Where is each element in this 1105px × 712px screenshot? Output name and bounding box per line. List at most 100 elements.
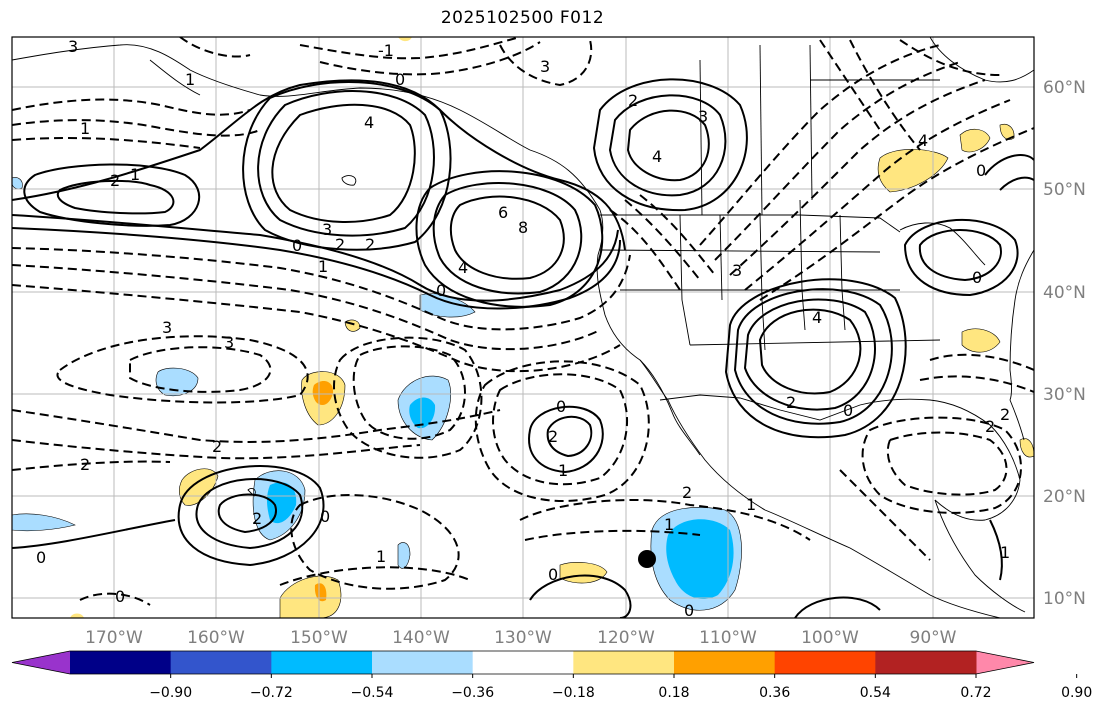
colorbar-outline xyxy=(11,650,1035,675)
lon-label: 130°W xyxy=(494,628,552,648)
shade-cyan-140w xyxy=(409,397,436,429)
contour-label: 0 xyxy=(320,507,330,526)
state-line-1 xyxy=(679,214,691,346)
contour-label: 2 xyxy=(682,483,692,502)
contour-label: 1 xyxy=(1000,543,1010,562)
central-america xyxy=(934,499,1026,613)
contour-label: 0 xyxy=(395,70,405,89)
contour-label: 0 xyxy=(843,401,853,420)
colorbar-segment xyxy=(70,651,172,674)
contour-label: 2 xyxy=(1000,405,1010,424)
shade-blue-small1 xyxy=(12,177,23,190)
colorbar-extend-min xyxy=(12,651,70,674)
colorbar-segment xyxy=(674,651,776,674)
lat-label: 60°N xyxy=(1043,78,1086,98)
shade-yellow-ne2 xyxy=(999,123,1015,140)
contour-label: 4 xyxy=(652,147,662,166)
colorbar-segment xyxy=(774,651,876,674)
contour-label: 4 xyxy=(458,258,468,277)
colorbar-tick-label: 0.90 xyxy=(1061,685,1092,701)
contour-label: 3 xyxy=(540,57,550,76)
contour-label: 0 xyxy=(292,236,302,255)
contour-label: 1 xyxy=(130,165,140,184)
state-line-2 xyxy=(719,214,723,301)
colorbar-segment xyxy=(271,651,373,674)
contour-label: 2 xyxy=(335,235,345,254)
west-coast xyxy=(596,209,1001,618)
florida xyxy=(1009,399,1025,441)
contour-label: 0 xyxy=(436,281,446,300)
contour-label: 1 xyxy=(80,119,90,138)
shade-blue-160w xyxy=(155,367,199,397)
contours-solid xyxy=(12,78,1034,618)
contour-label: 0 xyxy=(972,268,982,287)
contour-label: 4 xyxy=(812,308,822,327)
island-pacific xyxy=(341,175,357,186)
contour-label: 0 xyxy=(976,161,986,180)
contour-label: 1 xyxy=(558,461,568,480)
contour-label: 2 xyxy=(252,509,262,528)
lon-label: 120°W xyxy=(597,628,655,648)
colorbar-tick-label: 0.54 xyxy=(860,685,891,701)
latitude-labels: 60°N 50°N 40°N 30°N 20°N 10°N xyxy=(1043,78,1086,609)
map-title: 2025102500 F012 xyxy=(440,8,605,28)
lon-label: 150°W xyxy=(290,628,348,648)
contour-label: 1 xyxy=(376,547,386,566)
aleutians xyxy=(149,59,201,96)
location-marker xyxy=(638,550,656,568)
contour-label: 2 xyxy=(786,393,796,412)
contour-label: 4 xyxy=(364,113,374,132)
canada-prov-3 xyxy=(809,44,813,201)
mexico-border xyxy=(659,394,861,421)
great-lakes xyxy=(899,222,986,266)
island-hawaii xyxy=(247,487,256,497)
shade-yellow-top xyxy=(398,37,412,42)
colorbar-tick-label: −0.18 xyxy=(552,685,595,701)
contour-label: 3 xyxy=(698,107,708,126)
contour-label: 0 xyxy=(115,587,125,606)
shade-yellow-east xyxy=(961,328,1001,353)
shade-yellow-sw xyxy=(70,613,84,618)
colorbar-tick-label: 0.72 xyxy=(960,685,991,701)
shade-cyan-hawaii xyxy=(267,482,297,524)
colorbar-segment xyxy=(875,651,977,674)
shade-blue-12n xyxy=(397,542,411,569)
contour-label: 3 xyxy=(162,318,172,337)
alaska-coast xyxy=(12,44,601,211)
lat-label: 20°N xyxy=(1043,487,1086,507)
colorbar-tick-label: −0.90 xyxy=(149,685,192,701)
contour-label: 2 xyxy=(365,235,375,254)
contour-label: 1 xyxy=(185,70,195,89)
contour-label: 0 xyxy=(548,565,558,584)
lon-label: 160°W xyxy=(187,628,245,648)
colorbar-tick-label: 0.36 xyxy=(759,685,790,701)
shade-yellow-gulf xyxy=(1019,438,1034,458)
contour-label: -1 xyxy=(378,41,394,60)
contours-dashed xyxy=(12,37,1034,606)
map-frame xyxy=(11,36,1035,619)
contour-label: 1 xyxy=(318,257,328,276)
state-line-8 xyxy=(689,339,941,346)
contour-label: 1 xyxy=(664,515,674,534)
colorbar-extend-max xyxy=(976,651,1034,674)
colorbar xyxy=(11,650,1035,675)
canada-prov-2 xyxy=(759,44,763,216)
gulf-coast xyxy=(859,398,1021,521)
colorbar-tick-label: −0.72 xyxy=(250,685,293,701)
contour-label: 2 xyxy=(212,437,222,456)
contour-label: 2 xyxy=(985,417,995,436)
contour-label: 4 xyxy=(918,131,928,150)
colorbar-segment xyxy=(573,651,675,674)
contour-label: 0 xyxy=(36,548,46,567)
graticule xyxy=(12,37,1034,618)
lat-label: 30°N xyxy=(1043,385,1086,405)
contour-label: 8 xyxy=(518,218,528,237)
contour-label: 6 xyxy=(498,203,508,222)
lat-label: 40°N xyxy=(1043,283,1086,303)
colorbar-tick-label: −0.54 xyxy=(351,685,394,701)
state-line-6 xyxy=(599,249,881,253)
lat-label: 10°N xyxy=(1043,589,1086,609)
shade-orange-10n xyxy=(314,583,327,602)
longitude-labels: 170°W 160°W 150°W 140°W 130°W 120°W 110°… xyxy=(85,628,957,648)
